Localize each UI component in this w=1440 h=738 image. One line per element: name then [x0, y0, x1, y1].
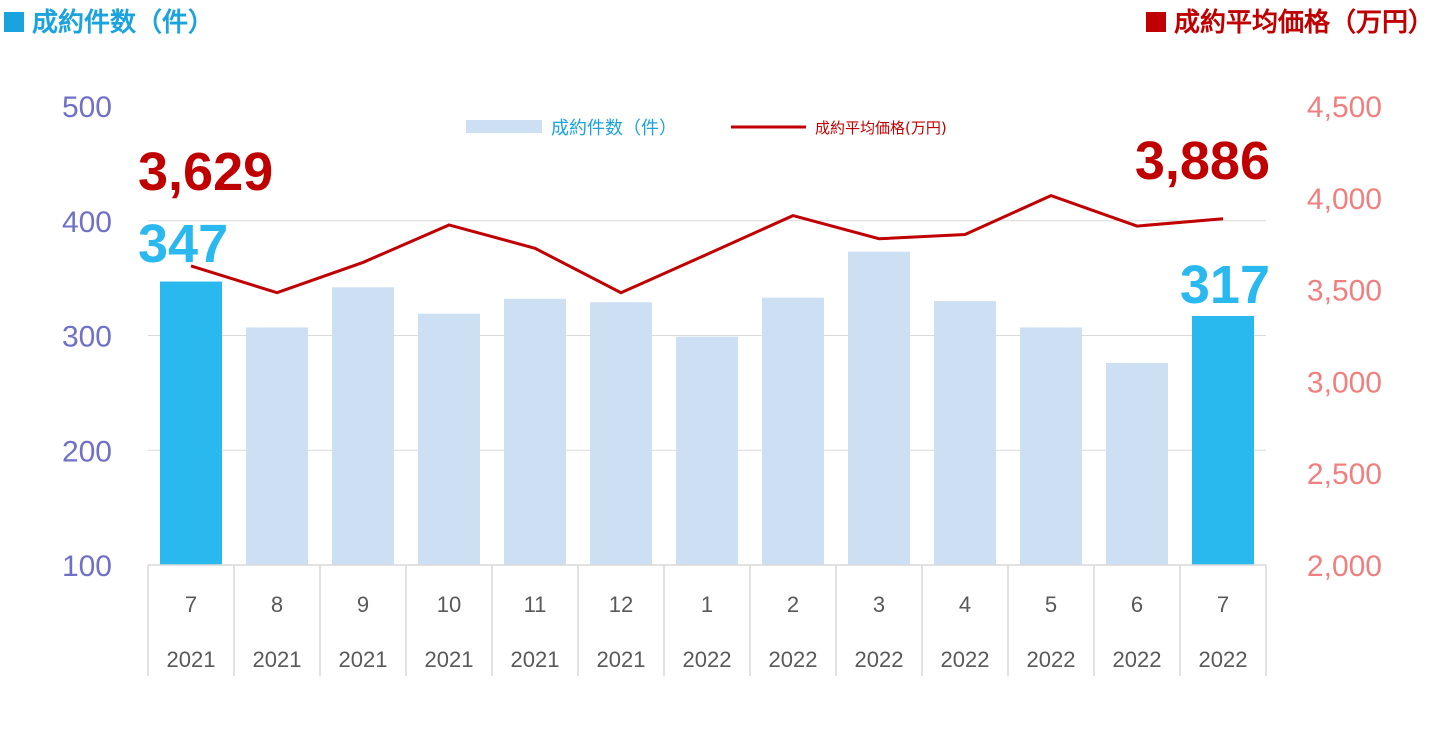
category-month-label: 7 — [185, 592, 197, 617]
category-year-label: 2021 — [597, 647, 646, 672]
left-tick-label: 300 — [62, 321, 112, 354]
category-month-label: 3 — [873, 592, 885, 617]
line-label-last: 3,886 — [1135, 131, 1270, 191]
right-tick-label: 2,500 — [1307, 458, 1382, 491]
bar — [590, 302, 652, 565]
category-month-label: 9 — [357, 592, 369, 617]
left-axis-title: 成約件数（件） — [4, 2, 214, 39]
category-month-label: 10 — [437, 592, 461, 617]
bar — [676, 336, 738, 565]
bar — [332, 287, 394, 565]
right-tick-label: 4,500 — [1307, 91, 1382, 124]
left-axis-title-text: 成約件数（件） — [32, 8, 215, 38]
category-month-label: 8 — [271, 592, 283, 617]
category-month-label: 11 — [524, 592, 547, 617]
right-tick-label: 3,000 — [1307, 366, 1382, 399]
bar — [762, 297, 824, 565]
category-month-label: 6 — [1131, 592, 1143, 617]
category-month-label: 2 — [787, 592, 799, 617]
category-year-label: 2022 — [1199, 647, 1248, 672]
bar-label-last: 317 — [1180, 255, 1270, 315]
category-month-label: 4 — [959, 592, 971, 617]
line-label-first: 3,629 — [138, 142, 273, 202]
bar — [418, 313, 480, 565]
bar — [848, 251, 910, 566]
right-tick-label: 4,000 — [1307, 183, 1382, 216]
red-square-icon — [1145, 12, 1166, 32]
right-axis-title-text: 成約平均価格（万円） — [1173, 8, 1434, 38]
category-year-label: 2022 — [1113, 647, 1162, 672]
left-tick-label: 200 — [62, 435, 112, 468]
bar — [160, 281, 222, 565]
category-year-label: 2021 — [167, 647, 216, 672]
category-year-label: 2022 — [769, 647, 818, 672]
left-tick-label: 500 — [62, 91, 112, 124]
blue-square-icon — [4, 12, 24, 32]
category-month-label: 5 — [1045, 592, 1057, 617]
category-year-label: 2021 — [339, 647, 388, 672]
legend-line-label: 成約平均価格(万円) — [815, 119, 947, 137]
category-year-label: 2021 — [253, 647, 302, 672]
category-month-label: 12 — [609, 592, 633, 617]
price-line — [190, 193, 1224, 295]
category-year-label: 2021 — [425, 647, 474, 672]
right-axis-title: 成約平均価格（万円） — [1145, 2, 1434, 39]
bar — [934, 301, 996, 565]
left-tick-label: 100 — [62, 550, 112, 583]
bar — [246, 327, 308, 565]
left-tick-label: 400 — [62, 206, 112, 239]
bar — [1020, 327, 1082, 565]
right-tick-label: 2,000 — [1307, 550, 1382, 583]
bar-label-first: 347 — [138, 214, 228, 274]
legend-bar-swatch — [466, 120, 542, 133]
category-month-label: 1 — [701, 592, 713, 617]
category-year-label: 2022 — [683, 647, 732, 672]
category-year-label: 2022 — [941, 647, 990, 672]
category-year-label: 2022 — [855, 647, 904, 672]
category-month-label: 7 — [1217, 592, 1229, 617]
legend-bar-label: 成約件数（件） — [551, 118, 677, 139]
category-year-label: 2021 — [511, 647, 560, 672]
bar — [504, 298, 566, 565]
bar — [1106, 363, 1168, 565]
right-tick-label: 3,500 — [1307, 275, 1382, 308]
bar — [1192, 315, 1254, 565]
category-year-label: 2022 — [1027, 647, 1076, 672]
